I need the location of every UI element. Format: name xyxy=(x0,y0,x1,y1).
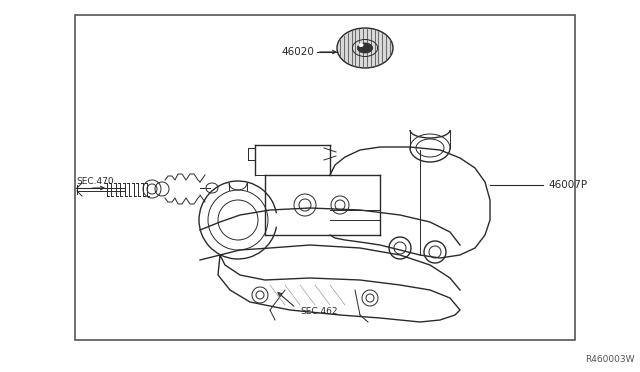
Ellipse shape xyxy=(337,28,393,68)
Ellipse shape xyxy=(357,43,372,53)
Text: 46020: 46020 xyxy=(281,47,314,57)
Text: SEC.470: SEC.470 xyxy=(76,176,114,186)
Text: R460003W: R460003W xyxy=(586,355,635,364)
Ellipse shape xyxy=(358,43,364,47)
Text: 46007P: 46007P xyxy=(548,180,587,190)
Bar xyxy=(75,15,575,340)
Text: SEC.462: SEC.462 xyxy=(300,307,337,315)
